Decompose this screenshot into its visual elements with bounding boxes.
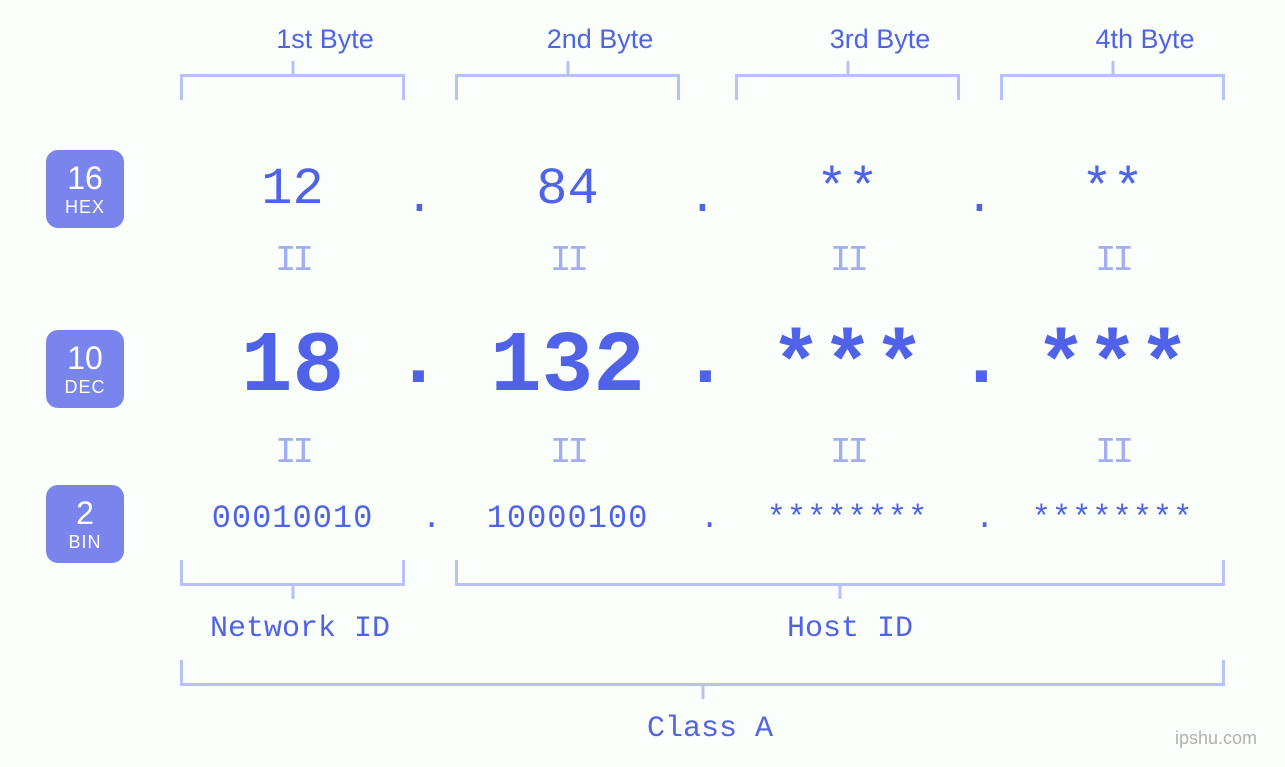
eq-1-2: II <box>455 240 680 281</box>
byte-header-1: 1st Byte <box>215 24 435 55</box>
watermark: ipshu.com <box>1175 728 1257 749</box>
bracket-top-2 <box>455 74 680 100</box>
hex-dot-1: . <box>405 172 434 226</box>
bin-byte-2: 10000100 <box>445 500 690 537</box>
hex-byte-1: 12 <box>180 160 405 219</box>
eq-2-1: II <box>180 432 405 473</box>
base-num-dec: 10 <box>67 342 103 374</box>
bin-dot-2: . <box>700 500 719 537</box>
dec-dot-3: . <box>958 318 1005 406</box>
label-host-id: Host ID <box>770 612 930 646</box>
base-badge-bin: 2 BIN <box>46 485 124 563</box>
hex-dot-3: . <box>965 172 994 226</box>
eq-2-3: II <box>735 432 960 473</box>
eq-2-2: II <box>455 432 680 473</box>
dec-dot-2: . <box>682 318 729 406</box>
bin-byte-4: ******** <box>990 500 1235 537</box>
base-label-hex: HEX <box>65 198 105 216</box>
label-class: Class A <box>620 712 800 746</box>
dec-byte-2: 132 <box>455 318 680 416</box>
label-network-id: Network ID <box>200 612 400 646</box>
dec-dot-1: . <box>395 318 442 406</box>
byte-header-4: 4th Byte <box>1035 24 1255 55</box>
eq-2-4: II <box>1000 432 1225 473</box>
byte-header-2: 2nd Byte <box>490 24 710 55</box>
bracket-top-3 <box>735 74 960 100</box>
eq-1-1: II <box>180 240 405 281</box>
bracket-network <box>180 560 405 586</box>
base-badge-hex: 16 HEX <box>46 150 124 228</box>
hex-byte-4: ** <box>1000 160 1225 219</box>
dec-byte-4: *** <box>1000 318 1225 416</box>
bracket-top-1 <box>180 74 405 100</box>
eq-1-4: II <box>1000 240 1225 281</box>
bracket-top-4 <box>1000 74 1225 100</box>
ip-diagram: 1st Byte 2nd Byte 3rd Byte 4th Byte 16 H… <box>0 0 1285 767</box>
byte-header-3: 3rd Byte <box>770 24 990 55</box>
base-num-bin: 2 <box>76 497 94 529</box>
base-label-bin: BIN <box>68 533 101 551</box>
hex-byte-2: 84 <box>455 160 680 219</box>
base-num-hex: 16 <box>67 162 103 194</box>
base-label-dec: DEC <box>64 378 105 396</box>
bracket-class <box>180 660 1225 686</box>
bin-byte-3: ******** <box>725 500 970 537</box>
hex-byte-3: ** <box>735 160 960 219</box>
bin-byte-1: 00010010 <box>170 500 415 537</box>
bracket-host <box>455 560 1225 586</box>
bin-dot-3: . <box>975 500 994 537</box>
base-badge-dec: 10 DEC <box>46 330 124 408</box>
dec-byte-1: 18 <box>180 318 405 416</box>
bin-dot-1: . <box>422 500 441 537</box>
eq-1-3: II <box>735 240 960 281</box>
hex-dot-2: . <box>688 172 717 226</box>
dec-byte-3: *** <box>735 318 960 416</box>
